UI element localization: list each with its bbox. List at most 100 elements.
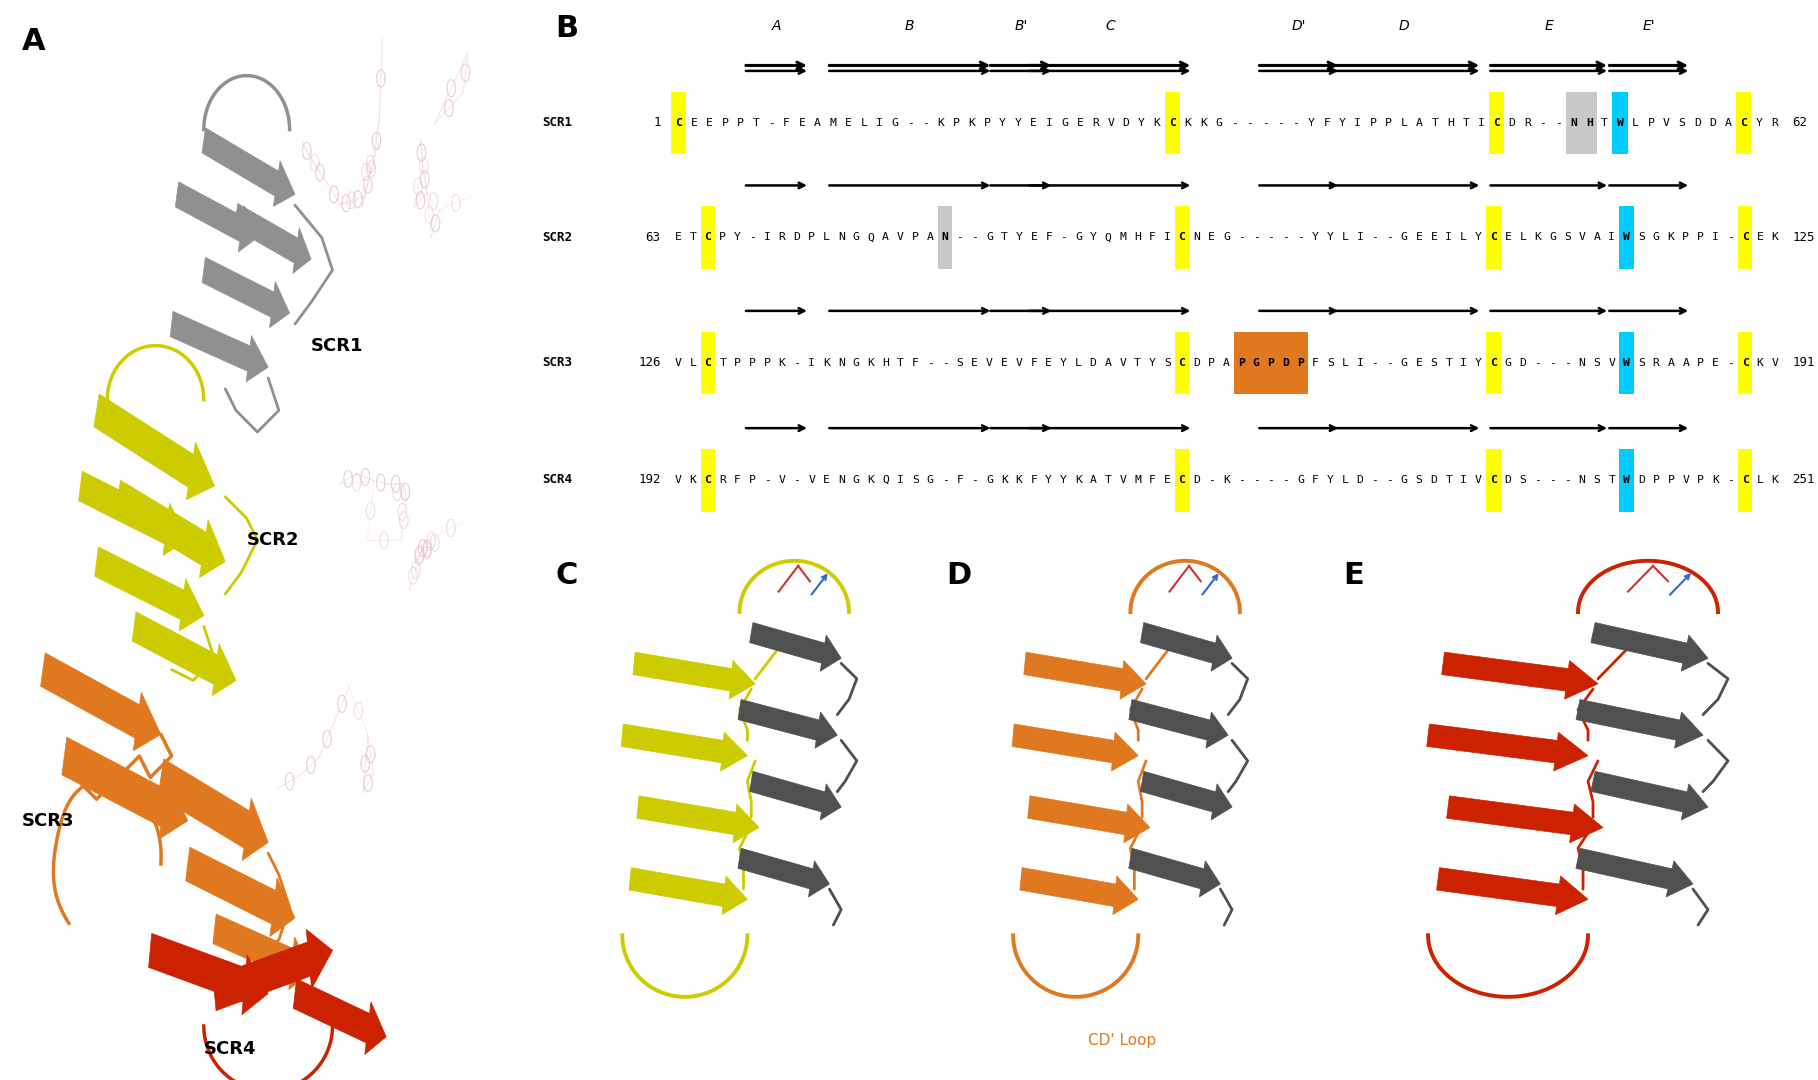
Bar [1738, 332, 1753, 394]
Text: P: P [749, 475, 756, 485]
Text: V: V [985, 357, 993, 367]
Polygon shape [202, 257, 289, 327]
Text: S: S [1431, 357, 1438, 367]
Text: N: N [1578, 357, 1585, 367]
Text: C: C [1742, 357, 1749, 367]
Polygon shape [636, 796, 760, 842]
Text: V: V [1609, 357, 1614, 367]
Text: V: V [1474, 475, 1482, 485]
Text: N: N [1578, 475, 1585, 485]
Bar [1620, 332, 1634, 394]
Text: P: P [1298, 357, 1304, 367]
Text: C: C [1169, 118, 1176, 127]
Text: -: - [1563, 357, 1571, 367]
Text: F: F [1149, 475, 1156, 485]
Text: K: K [969, 118, 974, 127]
Text: D: D [1356, 475, 1364, 485]
Text: B: B [905, 18, 914, 32]
Polygon shape [158, 759, 267, 861]
Text: P: P [734, 357, 742, 367]
Bar [1234, 332, 1249, 394]
Text: A: A [927, 232, 934, 242]
Text: K: K [1002, 475, 1007, 485]
Text: K: K [1185, 118, 1191, 127]
Text: G: G [927, 475, 934, 485]
Bar [1249, 332, 1264, 394]
Text: SCR2: SCR2 [544, 231, 573, 244]
Text: E: E [845, 118, 853, 127]
Text: Y: Y [1327, 475, 1334, 485]
Text: G: G [1402, 357, 1407, 367]
Bar [1582, 92, 1596, 154]
Text: H: H [882, 357, 889, 367]
Text: Q: Q [1105, 232, 1111, 242]
Text: Y: Y [1138, 118, 1145, 127]
Polygon shape [738, 848, 829, 896]
Text: K: K [1771, 475, 1778, 485]
Text: T: T [689, 232, 696, 242]
Text: S: S [1416, 475, 1422, 485]
Text: N: N [1571, 118, 1578, 127]
Text: R: R [1771, 118, 1778, 127]
Text: -: - [1371, 475, 1378, 485]
Text: -: - [1727, 357, 1734, 367]
Bar [1174, 332, 1189, 394]
Text: F: F [1324, 118, 1331, 127]
Text: SCR4: SCR4 [204, 1040, 256, 1058]
Text: -: - [907, 118, 914, 127]
Text: P: P [736, 118, 744, 127]
Text: -: - [1293, 118, 1300, 127]
Text: L: L [1342, 357, 1349, 367]
Text: G: G [1224, 232, 1231, 242]
Text: M: M [1120, 232, 1125, 242]
Text: E: E [1002, 357, 1007, 367]
Text: SCR4: SCR4 [544, 473, 573, 486]
Text: S: S [1678, 118, 1685, 127]
Bar [1738, 206, 1753, 269]
Text: K: K [1200, 118, 1207, 127]
Text: Y: Y [1756, 118, 1762, 127]
Text: D: D [1089, 357, 1096, 367]
Text: V: V [1682, 475, 1689, 485]
Text: L: L [860, 118, 867, 127]
Text: V: V [1578, 232, 1585, 242]
Text: D: D [793, 232, 800, 242]
Text: -: - [1385, 232, 1393, 242]
Text: L: L [1342, 232, 1349, 242]
Text: -: - [1371, 232, 1378, 242]
Text: Y: Y [1060, 475, 1067, 485]
Polygon shape [62, 738, 187, 839]
Text: C: C [705, 475, 711, 485]
Bar [1489, 92, 1503, 154]
Text: -: - [1727, 475, 1734, 485]
Text: L: L [1400, 118, 1407, 127]
Text: Y: Y [734, 232, 742, 242]
Text: N: N [838, 357, 845, 367]
Text: P: P [1385, 118, 1393, 127]
Text: I: I [1164, 232, 1171, 242]
Text: I: I [1460, 475, 1467, 485]
Text: K: K [867, 357, 874, 367]
Polygon shape [1576, 848, 1693, 896]
Text: -: - [1262, 118, 1269, 127]
Text: 125: 125 [1793, 231, 1814, 244]
Text: F: F [1313, 475, 1318, 485]
Text: -: - [1276, 118, 1284, 127]
Polygon shape [133, 611, 236, 696]
Polygon shape [633, 652, 754, 699]
Text: G: G [1402, 232, 1407, 242]
Text: M: M [829, 118, 836, 127]
Text: I: I [1460, 357, 1467, 367]
Text: -: - [922, 118, 929, 127]
Text: P: P [720, 232, 725, 242]
Text: S: S [1327, 357, 1334, 367]
Text: Y: Y [1000, 118, 1005, 127]
Text: P: P [749, 357, 756, 367]
Bar [1485, 206, 1500, 269]
Text: V: V [1120, 475, 1125, 485]
Text: A: A [1416, 118, 1423, 127]
Text: R: R [1523, 118, 1531, 127]
Bar [700, 332, 714, 394]
Text: F: F [1313, 357, 1318, 367]
Text: C: C [1740, 118, 1747, 127]
